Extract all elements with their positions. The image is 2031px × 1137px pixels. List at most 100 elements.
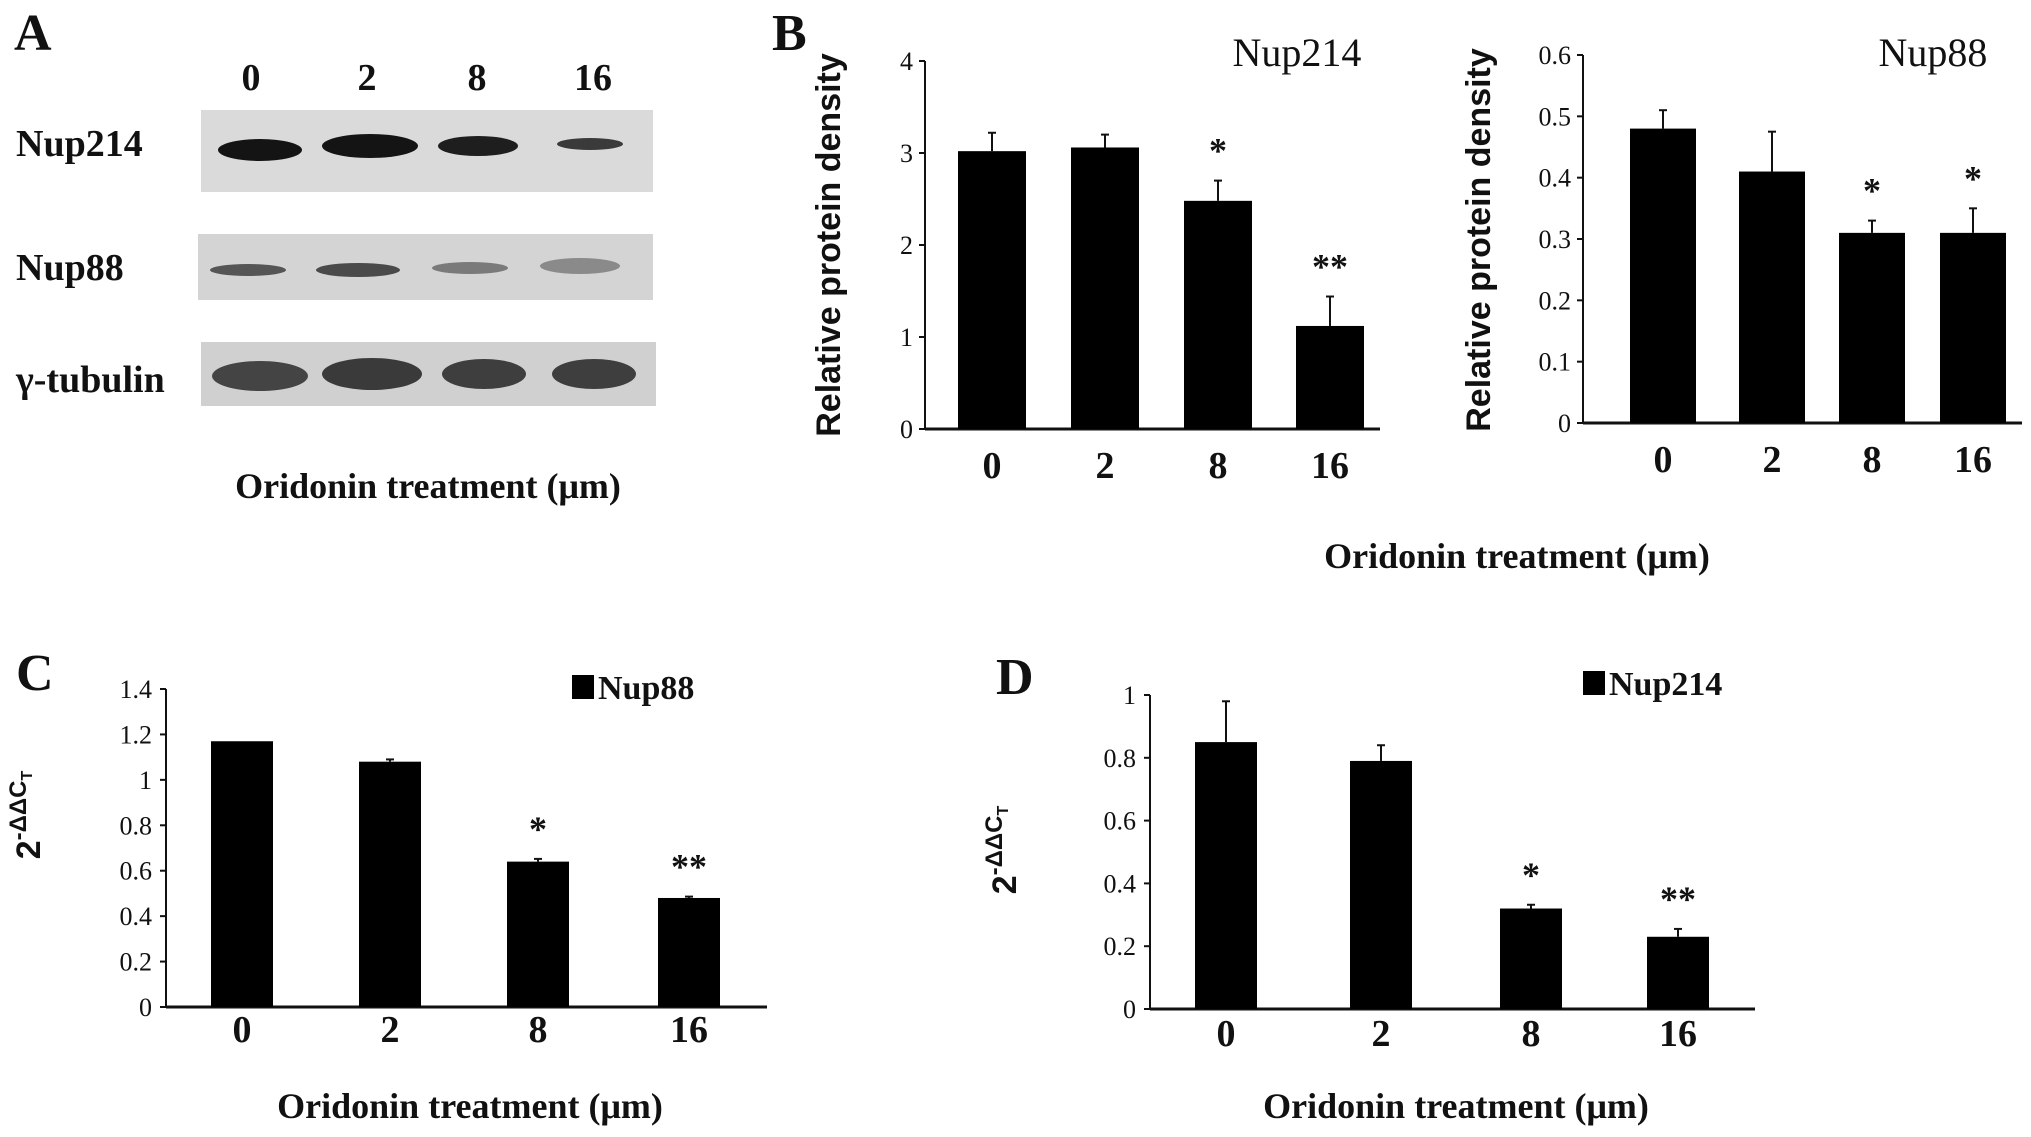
bar: [1071, 147, 1139, 430]
lane-label: 16: [574, 57, 612, 99]
bar-chart-0: 0 1 2 3 4 0 2 * 8 ** 16 Nup214 Relative protein dens…: [810, 30, 1380, 487]
significance-marker: **: [1312, 247, 1348, 287]
y-tick-label: 0.1: [1539, 348, 1572, 377]
significance-marker: **: [1660, 879, 1696, 919]
y-label-superscript: -ΔΔC: [5, 781, 32, 841]
significance-marker: *: [1522, 855, 1540, 895]
y-tick-label: 0.4: [1104, 869, 1137, 898]
y-tick-label: 0.6: [120, 857, 153, 886]
y-label-subscript: T: [19, 771, 36, 781]
y-tick-label: 0.4: [1539, 164, 1572, 193]
y-tick-label: 0.2: [120, 948, 153, 977]
significance-marker: *: [1863, 171, 1881, 211]
y-tick-label: 0: [1123, 995, 1136, 1024]
x-tick-label: 0: [983, 445, 1002, 487]
y-label-subscript: T: [995, 806, 1012, 816]
panel-c-label: C: [16, 645, 54, 702]
x-tick-label: 16: [1311, 445, 1349, 487]
bar: [1500, 908, 1562, 1009]
y-tick-label: 2: [900, 231, 913, 260]
y-tick-label: 1: [139, 766, 152, 795]
y-label-superscript: -ΔΔC: [981, 816, 1008, 876]
x-tick-label: 16: [1659, 1013, 1697, 1055]
chart-title: Nup88: [1879, 30, 1988, 75]
y-axis-label: Relative protein density: [810, 53, 848, 437]
bar: [1195, 742, 1257, 1009]
x-tick-label: 0: [233, 1009, 252, 1051]
bar: [658, 897, 720, 1007]
bar-chart-2: 00.20.40.60.811.21.40 2*8**162-ΔΔCTNup88O…: [5, 670, 767, 1126]
legend-label: Nup214: [1609, 666, 1722, 703]
blot-gamma-tubulin: [201, 342, 656, 406]
significance-marker: *: [529, 809, 547, 849]
bar: [1630, 128, 1696, 423]
x-tick-label: 0: [1654, 439, 1673, 481]
legend-label: Nup88: [598, 670, 694, 707]
x-tick-label: 2: [381, 1009, 400, 1051]
y-tick-label: 0.8: [120, 811, 153, 840]
y-tick-label: 1: [900, 323, 913, 352]
bar: [958, 151, 1026, 429]
bar: [359, 761, 421, 1007]
y-tick-label: 3: [900, 139, 913, 168]
panel-a: A 0 2 8 16 Nup214 Nup88 γ-tubulin: [14, 5, 656, 506]
y-tick-label: 1: [1123, 681, 1136, 710]
x-tick-label: 2: [1372, 1013, 1391, 1055]
y-tick-label: 0: [139, 993, 152, 1022]
bar: [1647, 936, 1709, 1009]
y-tick-label: 0.6: [1104, 807, 1137, 836]
bar: [211, 741, 273, 1007]
bar: [1839, 232, 1905, 423]
y-tick-label: 1.2: [120, 720, 153, 749]
y-tick-label: 0.2: [1539, 286, 1572, 315]
x-tick-label: 2: [1763, 439, 1782, 481]
x-tick-label: 8: [1863, 439, 1882, 481]
y-tick-label: 0: [1558, 409, 1571, 438]
blot-row-label: Nup214: [16, 123, 143, 165]
bar-chart-1: 0 0.1 0.2 0.3 0.4 0.5 0.6 0 2 * 8 * 16 Nup88 Relative …: [1460, 30, 2022, 481]
y-tick-label: 0.4: [120, 902, 153, 931]
x-tick-label: 16: [670, 1009, 708, 1051]
legend-swatch: [1583, 671, 1605, 695]
x-tick-label: 16: [1954, 439, 1992, 481]
legend-swatch: [572, 675, 594, 699]
panel-b-xlabel: Oridonin treatment (μm): [1324, 536, 1710, 576]
panel-a-label: A: [14, 5, 52, 62]
bar: [507, 861, 569, 1007]
lane-label: 2: [358, 57, 377, 99]
y-tick-label: 1.4: [120, 675, 153, 704]
lane-label: 0: [242, 57, 261, 99]
x-tick-label: 8: [1209, 445, 1228, 487]
blot-row-label: γ-tubulin: [15, 359, 165, 401]
y-tick-label: 0.2: [1104, 932, 1137, 961]
bar: [1184, 200, 1252, 429]
x-axis-label: Oridonin treatment (μm): [277, 1086, 663, 1126]
x-tick-label: 0: [1217, 1013, 1236, 1055]
panel-b-label: B: [772, 5, 807, 62]
y-axis-label: Relative protein density: [1460, 48, 1498, 432]
y-tick-label: 0.5: [1539, 102, 1572, 131]
bar: [1350, 760, 1412, 1009]
y-label-base: 2: [10, 840, 48, 859]
bar: [1296, 325, 1364, 429]
x-tick-label: 8: [529, 1009, 548, 1051]
bar: [1739, 171, 1805, 423]
chart-title: Nup214: [1233, 30, 1362, 75]
significance-marker: *: [1209, 131, 1227, 171]
significance-marker: *: [1964, 158, 1982, 198]
bar-chart-3: 00.20.40.60.810 2*8**162-ΔΔCTNup214Oridon…: [981, 666, 1755, 1126]
significance-marker: **: [671, 847, 707, 887]
x-axis-label: Oridonin treatment (μm): [1263, 1086, 1649, 1126]
y-tick-label: 0.6: [1539, 41, 1572, 70]
lane-label: 8: [468, 57, 487, 99]
y-axis-label: 2-ΔΔCT: [5, 771, 48, 860]
y-tick-label: 0.3: [1539, 225, 1572, 254]
y-label-base: 2: [986, 875, 1024, 894]
x-tick-label: 2: [1096, 445, 1115, 487]
blot-row-label: Nup88: [16, 247, 124, 289]
panel-a-xlabel: Oridonin treatment (μm): [235, 466, 621, 506]
y-axis-label: 2-ΔΔCT: [981, 806, 1024, 895]
y-tick-label: 0.8: [1104, 744, 1137, 773]
x-tick-label: 8: [1522, 1013, 1541, 1055]
